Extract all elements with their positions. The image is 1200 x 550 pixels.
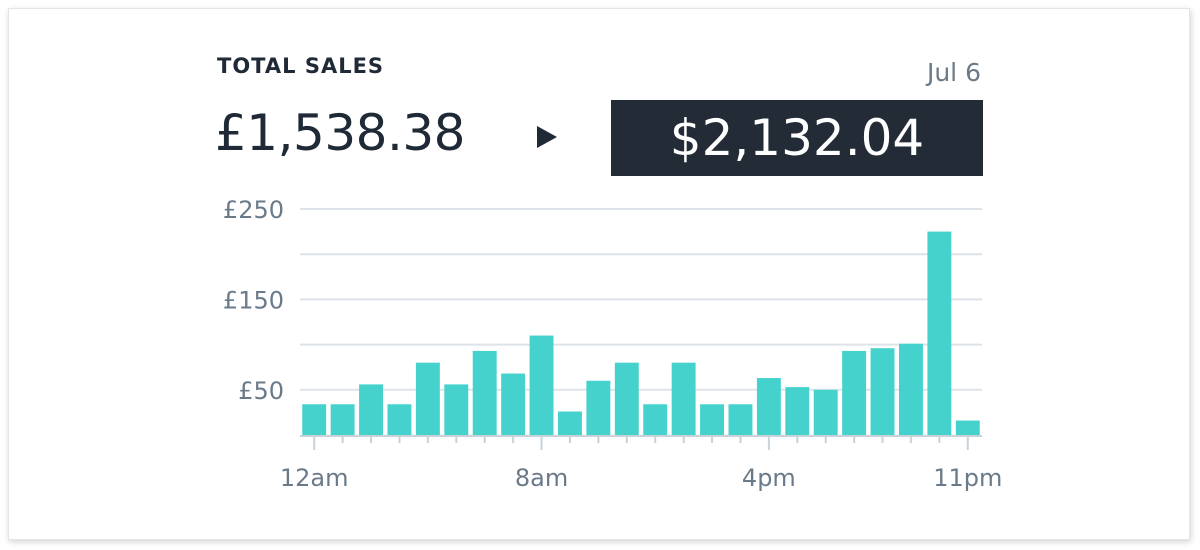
x-tick-label: 12am bbox=[280, 464, 349, 492]
sales-card bbox=[8, 8, 1190, 540]
bar-12pm bbox=[643, 404, 668, 435]
y-tick-label: £50 bbox=[238, 377, 284, 405]
bar-2pm bbox=[700, 404, 724, 435]
bar-4pm bbox=[756, 378, 781, 435]
total-amount: £1,538.38 bbox=[215, 104, 465, 162]
bar-10pm bbox=[927, 231, 952, 435]
bar-9pm bbox=[899, 343, 923, 435]
bar-11pm bbox=[955, 420, 980, 435]
bar-7am bbox=[501, 373, 526, 435]
bar-6pm bbox=[813, 389, 838, 435]
bar-2am bbox=[359, 384, 383, 435]
y-tick-label: £250 bbox=[223, 196, 284, 224]
bar-4am bbox=[415, 362, 440, 435]
bar-10am bbox=[586, 380, 611, 435]
bar-9am bbox=[558, 411, 582, 435]
x-axis bbox=[300, 435, 982, 450]
card-title: TOTAL SALES bbox=[217, 54, 385, 78]
x-tick-label: 11pm bbox=[933, 464, 1002, 492]
chart-bars bbox=[302, 231, 980, 435]
bar-7pm bbox=[842, 350, 867, 435]
y-tick-label: £150 bbox=[223, 286, 284, 314]
bar-11am bbox=[614, 362, 639, 435]
bar-8am bbox=[529, 335, 554, 435]
date-label: Jul 6 bbox=[926, 58, 981, 87]
bar-12am bbox=[302, 404, 327, 435]
play-arrow-icon bbox=[537, 126, 557, 148]
bar-5am bbox=[444, 384, 469, 435]
chart-gridlines bbox=[300, 208, 982, 391]
x-tick-label: 4pm bbox=[742, 464, 796, 492]
x-axis-labels: 12am 8am 4pm 11pm bbox=[280, 464, 1002, 492]
converted-amount-badge: $2,132.04 bbox=[611, 100, 983, 176]
bar-1am bbox=[330, 404, 355, 435]
bar-6am bbox=[472, 350, 497, 435]
bar-8pm bbox=[870, 348, 895, 435]
bar-3am bbox=[387, 404, 412, 435]
bar-5pm bbox=[785, 387, 810, 435]
bar-3pm bbox=[728, 404, 753, 435]
bar-1pm bbox=[671, 362, 696, 435]
x-tick-label: 8am bbox=[515, 464, 568, 492]
y-axis-labels: £50 £150 £250 bbox=[223, 196, 284, 405]
